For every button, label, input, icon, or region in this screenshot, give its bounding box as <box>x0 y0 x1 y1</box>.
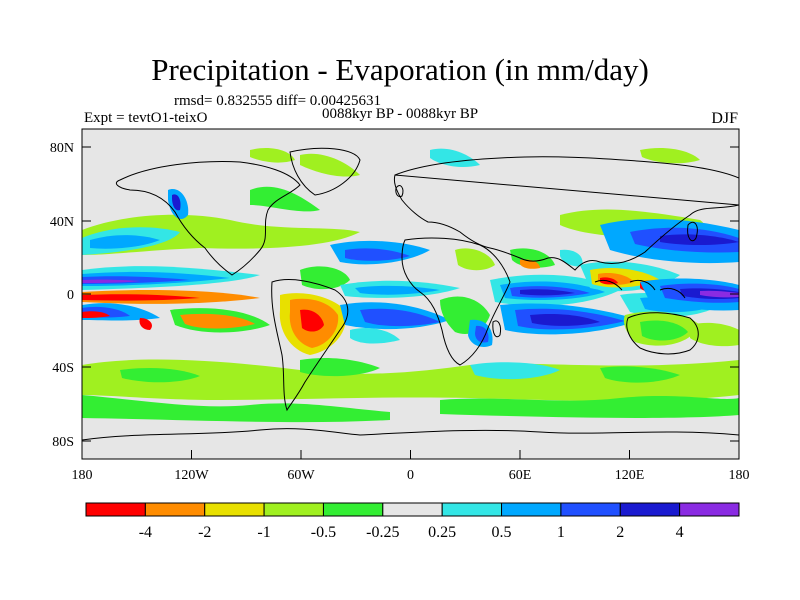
pe-field <box>82 148 739 423</box>
experiment-label: Expt = tevtO1-teixO <box>84 110 208 126</box>
lon-label: 0 <box>407 468 414 483</box>
lon-label: 60W <box>287 468 315 483</box>
lon-label: 120W <box>174 468 209 483</box>
lat-label: 40N <box>50 215 74 230</box>
period-label: 0088kyr BP - 0088kyr BP <box>322 106 479 122</box>
colorbar-label: 4 <box>676 524 684 541</box>
colorbar-label: 0.25 <box>428 524 456 541</box>
colorbar-swatch <box>263 502 324 517</box>
colorbar-swatch <box>501 502 562 517</box>
lon-label: 180 <box>729 468 750 483</box>
colorbar-label: -0.5 <box>311 524 336 541</box>
lat-label: 0 <box>67 288 74 303</box>
lon-labels: 180 120W 60W 0 60E 120E 180 <box>72 468 750 483</box>
lat-label: 80S <box>52 435 74 450</box>
colorbar-label: -4 <box>139 524 152 541</box>
lat-labels: 80N 40N 0 40S 80S <box>50 141 74 450</box>
lon-label: 120E <box>615 468 645 483</box>
lon-label: 180 <box>72 468 93 483</box>
plot-title: Precipitation - Evaporation (in mm/day) <box>151 52 649 87</box>
colorbar-swatch <box>619 502 681 517</box>
stats-label: rmsd= 0.832555 diff= 0.00425631 <box>174 93 382 109</box>
colorbar-label: -2 <box>198 524 211 541</box>
lon-ticks <box>81 450 740 459</box>
lat-label: 80N <box>50 141 74 156</box>
colorbar-swatch <box>204 502 265 517</box>
colorbar-swatch <box>382 502 443 517</box>
colorbar-swatch <box>144 502 206 517</box>
coastlines <box>82 147 739 441</box>
colorbar-label: 1 <box>557 524 565 541</box>
colorbar-swatch <box>679 502 740 517</box>
colorbar-swatch <box>322 502 384 517</box>
season-label: DJF <box>711 110 738 127</box>
colorbar-swatch <box>85 502 146 517</box>
lon-label: 60E <box>509 468 532 483</box>
colorbar-label: 0.5 <box>492 524 512 541</box>
lat-ticks <box>82 146 739 442</box>
colorbar-label: 2 <box>616 524 624 541</box>
colorbar-label: -0.25 <box>366 524 399 541</box>
colorbar-label: -1 <box>257 524 270 541</box>
lat-label: 40S <box>52 361 74 376</box>
colorbar-swatch <box>441 502 503 517</box>
colorbar: -4 -2 -1 -0.5 -0.25 0.25 0.5 1 2 4 <box>85 502 740 541</box>
colorbar-swatch <box>560 502 621 517</box>
